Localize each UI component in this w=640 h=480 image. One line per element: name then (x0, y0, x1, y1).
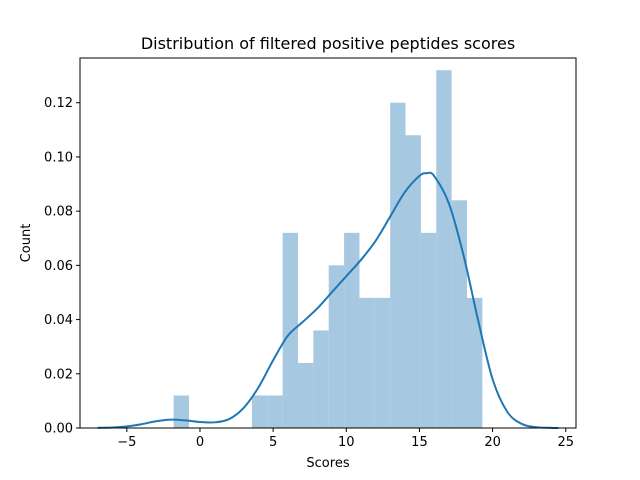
histogram-bar-7 (344, 232, 360, 428)
x-tick-label: 15 (411, 435, 428, 450)
x-axis-label: Scores (306, 456, 349, 471)
y-tick-label: 0.04 (44, 313, 73, 328)
x-tick-label: 25 (557, 435, 574, 450)
histogram-bar-5 (313, 330, 329, 428)
kde-curve (97, 171, 559, 429)
axis-ticks: −5 0 5 10 15 20 25 0.00 0.02 0.04 0.06 0.08 0.10 0.12 (44, 96, 574, 450)
y-tick-label: 0.00 (44, 422, 73, 437)
histogram-bar-15 (467, 297, 483, 428)
axes-frame (79, 57, 577, 429)
histogram-bars (173, 70, 483, 428)
x-tick-label: 20 (484, 435, 501, 450)
x-tick-label: 0 (196, 435, 204, 450)
x-tick-label: −5 (117, 435, 136, 450)
histogram-bar-2 (267, 395, 283, 428)
histogram-bar-3 (282, 232, 298, 428)
histogram-bar-11 (405, 135, 421, 428)
histogram-bar-14 (451, 200, 467, 428)
histogram-bar-12 (420, 232, 437, 428)
histogram-bar-1 (251, 395, 268, 428)
y-tick-label: 0.08 (44, 205, 73, 220)
y-tick-label: 0.10 (44, 150, 73, 165)
histogram-bar-10 (390, 102, 406, 428)
x-tick-label: 10 (338, 435, 355, 450)
y-axis-label: Count (19, 224, 34, 263)
y-tick-label: 0.06 (44, 259, 73, 274)
y-tick-label: 0.02 (44, 367, 73, 382)
histogram-bar-8 (359, 297, 375, 428)
histogram-bar-9 (374, 297, 391, 428)
chart-title: Distribution of filtered positive peptid… (141, 34, 515, 53)
y-tick-label: 0.12 (44, 96, 73, 111)
x-tick-label: 5 (269, 435, 277, 450)
histogram-bar-0 (173, 395, 189, 428)
histogram-bar-13 (436, 70, 452, 428)
histogram-bar-4 (298, 362, 314, 428)
histogram-bar-6 (328, 265, 345, 428)
